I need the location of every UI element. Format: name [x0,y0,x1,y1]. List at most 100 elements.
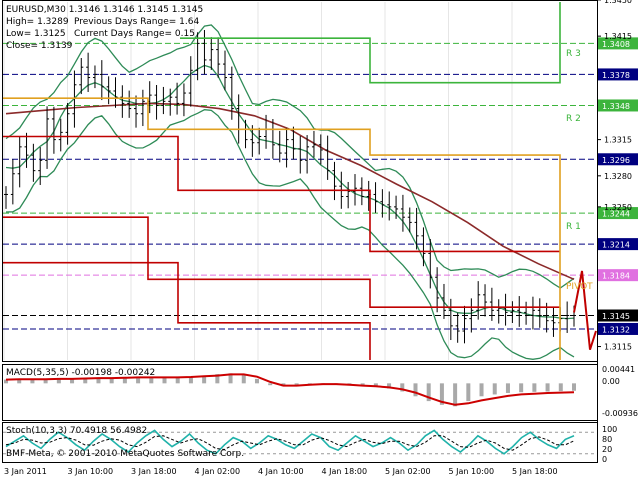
macd-bar [43,379,48,384]
bollinger-bands [5,24,575,360]
time-tick-label: 4 Jan 18:00 [322,467,368,476]
time-tick-label: 3 Jan 10:00 [68,467,114,476]
macd-bar [268,383,273,386]
projection-line [573,270,597,351]
macd-tick-bottom: -0.00936 [602,409,638,418]
price-level-value: 1.3348 [602,102,630,111]
macd-tick-zero: 0.00 [602,377,620,386]
price-level-tag [598,99,638,112]
macd-bar [83,378,88,384]
macd-bar [545,383,550,392]
r2-label: R 2 [566,114,581,124]
price-tick-label: 1.3450 [604,0,632,5]
stoch-tick-20: 20 [602,445,612,454]
symbol-label: EURUSD,M30 1.3146 1.3146 1.3145 1.3145 [6,5,203,15]
macd-bar [175,377,180,384]
price-level-tag [598,322,638,335]
time-tick-label: 4 Jan 02:00 [195,467,241,476]
price-level-tag [598,238,638,251]
time-tick-label: 5 Jan 02:00 [385,467,431,476]
prev-range-label: Previous Days Range= 1.64 [74,17,199,27]
price-level-tag [598,68,638,81]
macd-bar [4,379,8,384]
curr-range-label: Current Days Range= 0.15 [74,29,195,39]
price-tick-label: 1.3315 [604,136,632,145]
price-level-tag [598,207,638,220]
stoch-main-line [5,429,575,455]
overlay-lines [3,2,597,360]
price-level-value: 1.3244 [602,210,630,219]
macd-bar [241,374,246,384]
price-tick-label: 1.3250 [604,203,632,212]
r3-label: R 3 [566,49,581,59]
macd-histogram [4,373,576,407]
low-label: Low= 1.3125 [6,29,66,39]
time-tick-label: 5 Jan 18:00 [512,467,558,476]
support-step-line [3,261,371,360]
macd-bar [294,383,299,385]
support-step-line [3,216,560,308]
macd-bar [558,383,563,392]
macd-bar [439,383,444,405]
price-tick-label: 1.3115 [604,343,632,352]
macd-bar [426,383,431,402]
macd-bar [413,383,418,397]
stochastic-lines [3,429,596,455]
macd-bar [17,379,22,384]
chart-header: EURUSD,M30 1.3146 1.3146 1.3145 1.3145 H… [6,5,203,51]
time-tick-label: 4 Jan 10:00 [258,467,304,476]
time-tick-label: 3 Jan 2011 [4,467,47,476]
macd-bar [136,377,141,384]
stoch-tick-80: 80 [602,435,612,444]
price-level-value: 1.3214 [602,241,630,250]
macd-bar [466,383,471,402]
macd-title: MACD(5,35,5) -0.00198 -0.00242 [6,368,155,378]
price-level-tag [598,153,638,166]
macd-bar [149,377,154,384]
macd-bar [215,374,220,384]
macd-signal-line [5,373,575,406]
support-step-line [3,135,560,253]
close-label: Close= 1.3139 [6,41,73,51]
time-tick-label: 3 Jan 18:00 [131,467,177,476]
price-bars [4,30,576,344]
price-level-value: 1.3132 [602,325,630,334]
stoch-title: Stoch(10,3,3) 70.4918 56.4982 [6,426,147,436]
middle-band-line [5,64,575,320]
price-level-value: 1.3378 [602,71,630,80]
macd-bar [56,378,61,384]
price-level-tag [598,37,638,50]
pivot-step-line [3,97,561,360]
stoch-signal-line [5,435,575,451]
macd-bar [519,383,524,393]
stoch-panel[interactable] [2,422,598,463]
price-level-tag [598,269,638,282]
macd-bar [70,378,75,384]
macd-bar [387,383,392,389]
macd-bar [109,377,114,384]
macd-panel[interactable] [2,364,598,421]
resistance-step-line [180,2,561,84]
price-level-value: 1.3296 [602,156,630,165]
macd-tick-top: 0.00441 [602,365,635,374]
copyright-text: BMF-Meta, © 2001-2010 MetaQuotes Softwar… [6,449,244,459]
macd-bar [96,378,101,384]
price-grid [3,2,513,360]
price-level-value: 1.3145 [602,312,630,321]
macd-bar [162,377,167,384]
macd-bar [30,378,35,384]
macd-bar [479,383,484,397]
macd-bar [453,383,458,407]
macd-bar [572,383,576,391]
macd-bar [228,373,233,384]
price-tick-label: 1.3280 [604,172,632,181]
macd-bar [254,378,259,384]
macd-bar [373,383,378,388]
upper-band-line [5,24,575,289]
macd-bar [532,383,537,392]
macd-bar [202,375,207,384]
macd-bar [188,376,193,384]
price-level-value: 1.3184 [602,272,630,281]
macd-bar [492,383,497,395]
